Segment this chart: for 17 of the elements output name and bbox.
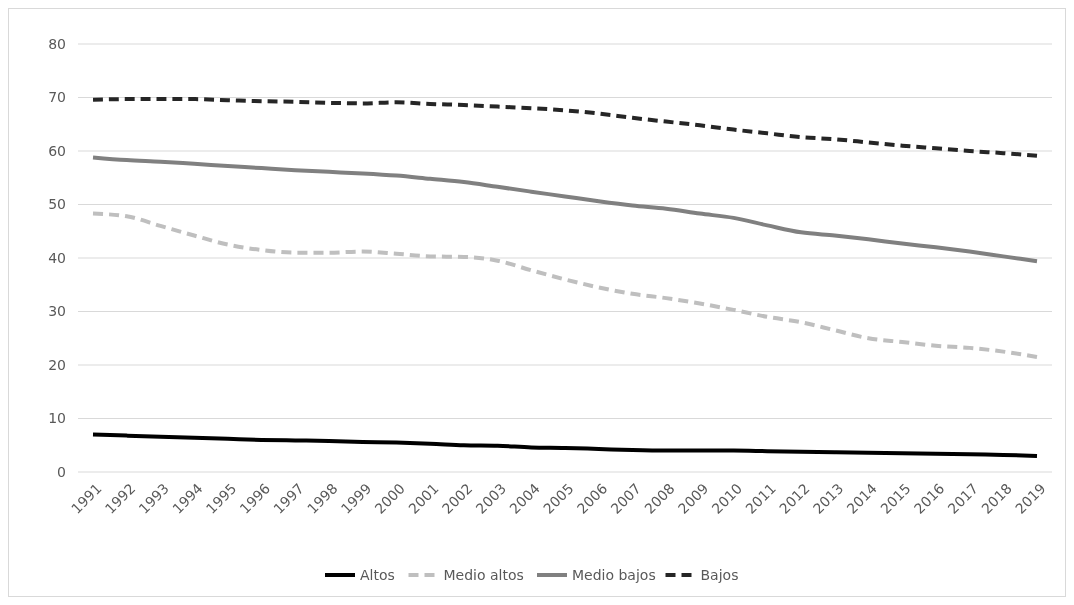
y-tick-label: 80: [48, 35, 66, 52]
legend-label: Medio bajos: [572, 566, 656, 583]
legend-label: Altos: [360, 566, 395, 583]
y-tick-label: 70: [48, 89, 66, 106]
line-series: [91, 155, 1039, 264]
line-series: [91, 97, 1039, 158]
y-tick-label: 50: [48, 196, 66, 213]
line-series: [91, 432, 1039, 458]
y-tick-label: 20: [48, 356, 66, 373]
y-tick-label: 0: [57, 463, 66, 480]
legend-label: Medio altos: [443, 566, 524, 583]
legend-label: Bajos: [700, 566, 739, 583]
y-tick-label: 10: [48, 410, 66, 427]
y-tick-label: 60: [48, 142, 66, 159]
line-series: [91, 211, 1039, 359]
y-tick-label: 40: [48, 249, 66, 266]
y-tick-label: 30: [48, 303, 66, 320]
